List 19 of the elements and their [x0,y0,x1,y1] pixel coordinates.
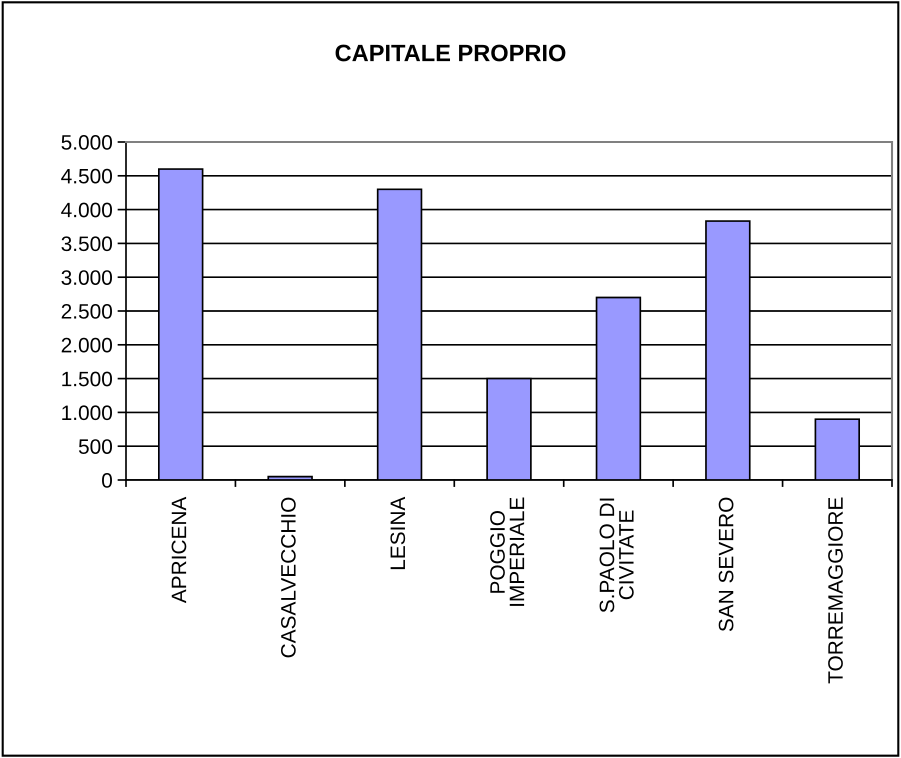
y-tick-label: 4.500 [61,168,112,184]
y-tick-label: 5.000 [62,135,112,150]
y-tick-label: 2.000 [62,338,112,353]
y-tick-label: 2.500 [62,304,112,319]
x-tick-label: APRICENA [172,496,186,604]
x-tick-label: S.PAOLO DI CIVITATE [600,498,634,612]
y-tick-label: 1.000 [62,405,112,420]
y-tick-label: 500 [78,439,112,454]
x-tick-label: TORREMAGGIORE [828,498,843,684]
y-tick-label: 3.500 [61,236,112,252]
x-tick-label: POGGIO IMPERIALE [490,498,524,606]
x-tick-label: CASALVECCHIO [280,498,296,658]
y-tick-label: 4.000 [61,202,112,218]
x-tick-label: SAN SEVERO [718,498,734,632]
y-tick-label: 1.500 [62,372,112,386]
x-tick-label: LESINA [390,496,406,570]
y-tick-label: 0 [102,473,112,488]
y-tick-label: 3.000 [61,270,112,285]
chart-title: CAPITALE PROPRIO [336,44,566,62]
